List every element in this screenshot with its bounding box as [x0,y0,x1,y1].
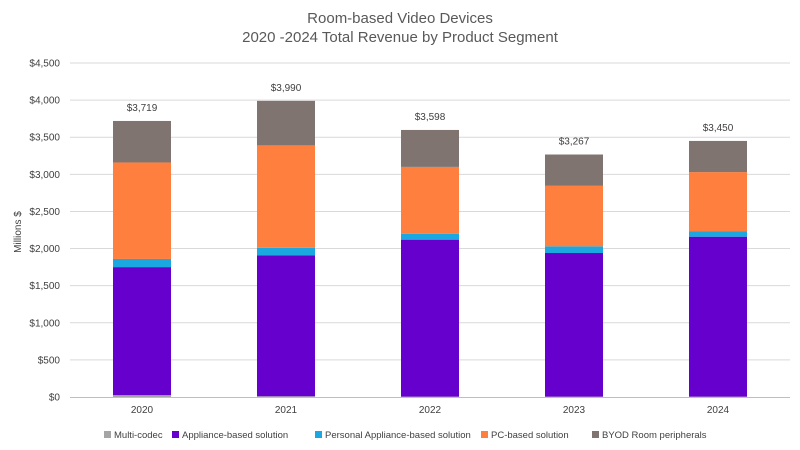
legend-label: PC-based solution [491,430,569,441]
legend-swatch [592,431,599,438]
legend-swatch [315,431,322,438]
x-tick-label: 2024 [707,405,730,416]
bar-segment [113,162,171,259]
bar-segment [113,267,171,396]
bar-segment [113,258,171,268]
bar-segment [401,129,459,167]
legend-swatch [104,431,111,438]
legend-label: BYOD Room peripherals [602,430,707,441]
bar-segment [689,140,747,173]
bars [113,100,747,397]
bar-segment [545,253,603,397]
y-tick-label: $3,000 [29,170,60,181]
y-tick-label: $4,000 [29,96,60,107]
bar-segment [113,120,171,163]
y-tick-label: $4,500 [29,59,60,70]
legend-label: Multi-codec [114,430,163,441]
x-tick-label: 2022 [419,405,442,416]
bar-segment [545,185,603,247]
bar-segment [689,172,747,232]
bar-segment [689,231,747,237]
bar-segment [401,166,459,234]
bar-segment [257,100,315,146]
y-tick-label: $2,500 [29,207,60,218]
total-label: $3,719 [127,103,158,114]
y-tick-label: $1,000 [29,318,60,329]
bar-segment [545,154,603,186]
bar-segment [257,247,315,256]
bar-segment [401,233,459,240]
x-tick-label: 2020 [131,405,154,416]
x-axis-ticks: 2020 2021 2022 2023 2024 [131,405,730,416]
bar-segment [545,246,603,254]
chart-subtitle: 2020 -2024 Total Revenue by Product Segm… [242,29,559,46]
y-axis-label: Millions $ [13,211,24,253]
total-label: $3,598 [415,112,446,123]
legend-label: Appliance-based solution [182,430,288,441]
bar-segment [689,236,747,397]
y-tick-label: $3,500 [29,133,60,144]
legend-swatch [481,431,488,438]
legend: Multi-codec Appliance-based solution Perso… [104,430,707,441]
total-label: $3,990 [271,83,302,94]
y-tick-label: $500 [38,355,61,366]
bar-segment [257,145,315,248]
bar-segment [257,255,315,397]
bar-segment [257,396,315,397]
total-label: $3,267 [559,137,590,148]
bar-segment [113,395,171,397]
total-label: $3,450 [703,123,734,134]
x-tick-label: 2023 [563,405,586,416]
y-axis-ticks: $0 $500 $1,000 $1,500 $2,000 $2,500 $3,000 $3,5… [29,59,60,404]
bar-segment [401,239,459,397]
chart-title: Room-based Video Devices [307,10,493,27]
total-labels: $3,719 $3,990 $3,598 $3,267 $3,450 [127,83,734,148]
legend-swatch [172,431,179,438]
x-tick-label: 2021 [275,405,298,416]
y-tick-label: $0 [49,393,61,404]
legend-label: Personal Appliance-based solution [325,430,471,441]
y-tick-label: $1,500 [29,281,60,292]
y-tick-label: $2,000 [29,244,60,255]
